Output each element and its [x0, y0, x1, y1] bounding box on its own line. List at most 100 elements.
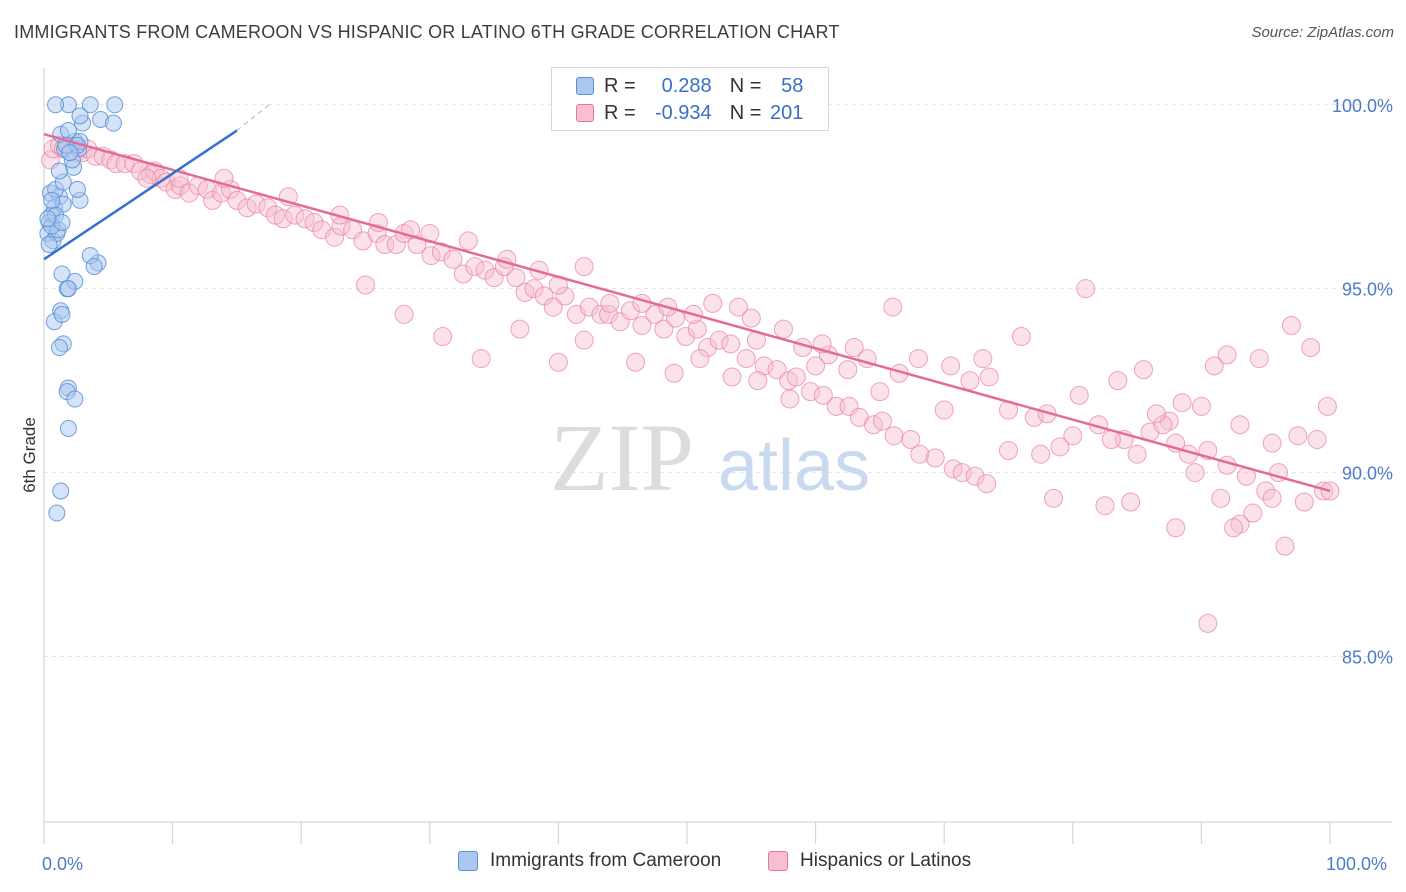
- point-cameroon: [106, 96, 124, 114]
- point-hispanics: [1307, 429, 1327, 449]
- point-hispanics: [394, 304, 414, 324]
- point-hispanics: [1249, 349, 1269, 369]
- point-hispanics: [1153, 415, 1173, 435]
- point-hispanics: [1224, 518, 1244, 538]
- point-hispanics: [690, 349, 710, 369]
- series-hispanics-points: [40, 135, 1340, 633]
- point-hispanics: [703, 293, 723, 313]
- point-hispanics: [1275, 536, 1295, 556]
- point-hispanics: [506, 268, 526, 288]
- point-hispanics: [325, 227, 345, 247]
- point-hispanics: [901, 429, 921, 449]
- point-cameroon: [66, 390, 84, 408]
- point-hispanics: [386, 235, 406, 255]
- point-cameroon: [43, 191, 61, 209]
- legend-r-label: R =: [604, 101, 636, 124]
- point-hispanics: [1198, 613, 1218, 633]
- point-hispanics: [375, 235, 395, 255]
- point-hispanics: [453, 264, 473, 284]
- point-hispanics: [1050, 437, 1070, 457]
- y-tick-label: 100.0%: [1332, 96, 1393, 116]
- point-hispanics: [574, 257, 594, 277]
- point-hispanics: [1134, 360, 1154, 380]
- point-cameroon: [40, 236, 58, 254]
- point-hispanics: [421, 246, 441, 266]
- point-hispanics: [1301, 338, 1321, 358]
- point-hispanics: [910, 444, 930, 464]
- grid-lines: [44, 104, 1392, 657]
- point-hispanics: [941, 356, 961, 376]
- watermark-atlas: atlas: [718, 426, 870, 506]
- point-hispanics: [960, 371, 980, 391]
- trend-lines: [43, 104, 1331, 493]
- point-hispanics: [165, 179, 185, 199]
- legend-row-cameroon: R = 0.288 N = 58: [576, 73, 803, 99]
- point-hispanics: [1121, 492, 1141, 512]
- chart-title: IMMIGRANTS FROM CAMEROON VS HISPANIC OR …: [14, 22, 840, 42]
- legend-n-value-cameroon: 58: [781, 74, 804, 97]
- point-hispanics: [1230, 415, 1250, 435]
- point-hispanics: [934, 400, 954, 420]
- point-hispanics: [741, 308, 761, 328]
- point-hispanics: [548, 352, 568, 372]
- point-hispanics: [304, 212, 324, 232]
- watermark: ZIP atlas: [550, 404, 870, 511]
- point-hispanics: [952, 463, 972, 483]
- point-cameroon: [71, 107, 89, 125]
- point-hispanics: [1262, 433, 1282, 453]
- point-hispanics: [1044, 488, 1064, 508]
- point-hispanics: [806, 356, 826, 376]
- point-hispanics: [465, 257, 485, 277]
- point-hispanics: [1211, 488, 1231, 508]
- point-hispanics: [600, 293, 620, 313]
- point-hispanics: [620, 301, 640, 321]
- bottom-legend-hispanics: Hispanics or Latinos: [768, 850, 971, 872]
- point-hispanics: [838, 360, 858, 380]
- point-cameroon: [59, 122, 77, 140]
- point-cameroon: [85, 258, 103, 276]
- point-hispanics: [1069, 385, 1089, 405]
- point-hispanics: [555, 286, 575, 306]
- x-tick-label-max: 100.0%: [1326, 854, 1387, 874]
- point-hispanics: [510, 319, 530, 339]
- bottom-legend-label-cameroon: Immigrants from Cameroon: [490, 850, 722, 871]
- point-cameroon: [61, 144, 79, 162]
- point-hispanics: [721, 334, 741, 354]
- legend-swatch-cameroon: [576, 77, 594, 95]
- point-hispanics: [1146, 404, 1166, 424]
- point-hispanics: [458, 231, 478, 251]
- point-hispanics: [1230, 514, 1250, 534]
- x-ticks: [43, 822, 1331, 844]
- point-cameroon: [47, 96, 65, 114]
- point-hispanics: [273, 209, 293, 229]
- correlation-legend: R = 0.288 N = 58 R = -0.934 N = 201: [551, 67, 829, 131]
- point-hispanics: [1317, 396, 1337, 416]
- y-tick-label: 85.0%: [1342, 647, 1393, 667]
- legend-row-hispanics: R = -0.934 N = 201: [576, 100, 803, 126]
- point-hispanics: [1288, 426, 1308, 446]
- point-hispanics: [767, 360, 787, 380]
- point-cameroon: [39, 210, 57, 228]
- bottom-legend-cameroon: Immigrants from Cameroon: [458, 850, 721, 872]
- point-hispanics: [687, 319, 707, 339]
- point-hispanics: [632, 315, 652, 335]
- point-cameroon: [68, 180, 86, 198]
- point-hispanics: [1262, 488, 1282, 508]
- point-hispanics: [356, 275, 375, 295]
- point-hispanics: [543, 297, 563, 317]
- point-hispanics: [1256, 481, 1276, 501]
- point-hispanics: [1204, 356, 1224, 376]
- point-hispanics: [1127, 444, 1147, 464]
- point-hispanics: [999, 441, 1018, 461]
- point-hispanics: [722, 367, 742, 387]
- point-hispanics: [141, 165, 161, 185]
- point-hispanics: [1281, 315, 1301, 335]
- point-hispanics: [101, 150, 121, 170]
- point-hispanics: [786, 367, 806, 387]
- point-hispanics: [1185, 463, 1205, 483]
- point-hispanics: [977, 474, 997, 494]
- point-hispanics: [433, 326, 453, 346]
- point-hispanics: [925, 448, 945, 468]
- point-hispanics: [654, 319, 674, 339]
